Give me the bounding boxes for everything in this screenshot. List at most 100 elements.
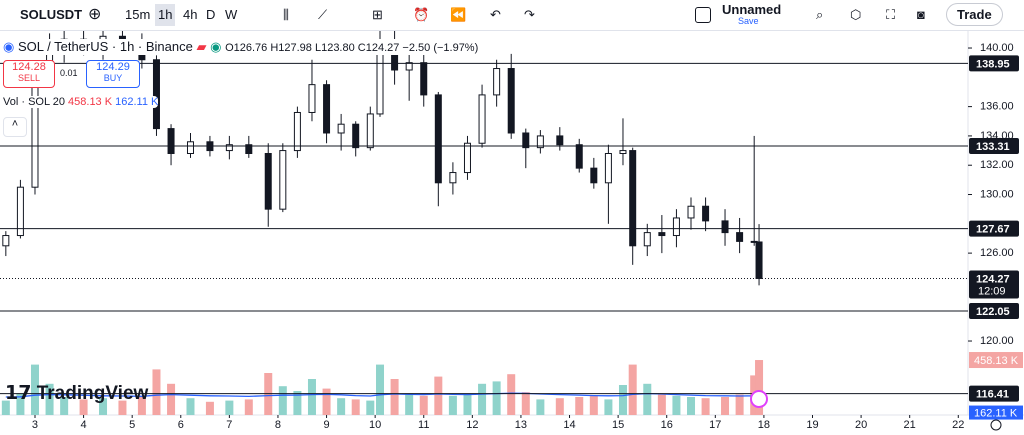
candle-body — [590, 167, 598, 184]
candle-body — [449, 172, 457, 184]
candle-body — [16, 186, 24, 237]
logo-text: TradingView — [36, 383, 149, 404]
volume-bar — [434, 376, 443, 415]
add-symbol[interactable]: ⊕ — [88, 6, 102, 23]
buy-price: 124.29 — [96, 61, 130, 73]
chart-type[interactable]: ⫼ — [283, 7, 289, 22]
volume-bar — [390, 379, 399, 415]
volume-bar — [507, 374, 516, 415]
interval[interactable]: 1h — [155, 4, 176, 26]
candle-body — [721, 220, 729, 234]
buy-button[interactable]: 124.29 BUY — [86, 60, 140, 88]
volume-bar — [536, 399, 545, 415]
candle-body — [2, 235, 10, 247]
price-label-bg — [969, 138, 1019, 155]
interval[interactable]: W — [225, 7, 238, 22]
candle-body — [308, 84, 316, 113]
settings[interactable]: ⬡ — [850, 7, 862, 22]
volume-value: 458.13 K — [68, 96, 113, 108]
volume-bar — [118, 400, 127, 415]
volume-ma: 162.11 K — [115, 96, 159, 108]
candle-body — [323, 84, 331, 134]
x-tick-label: 6 — [178, 419, 184, 431]
x-tick-label: 10 — [369, 419, 381, 431]
y-tick-label: 120.00 — [980, 335, 1014, 347]
volume-bar — [735, 394, 744, 415]
volume-bar — [293, 391, 302, 415]
volume-bar — [376, 364, 385, 415]
layout-name[interactable]: Unnamed — [722, 2, 782, 17]
symbol[interactable]: SOLUSDT — [20, 7, 83, 22]
price-label-bg — [969, 55, 1019, 72]
y-tick-label: 130.00 — [980, 188, 1014, 200]
volume-bar — [30, 364, 39, 415]
legend-title-text: SOL / TetherUS · 1h · Binance — [17, 39, 193, 54]
volume-bar — [45, 383, 54, 415]
candle-body — [352, 123, 360, 149]
candle-body — [245, 144, 253, 154]
price-label-bg — [969, 385, 1019, 402]
sell-button[interactable]: 124.28 SELL — [3, 60, 55, 88]
candle-body — [687, 205, 695, 219]
redo[interactable]: ↷ — [524, 7, 535, 22]
fullscreen[interactable]: ⛶ — [886, 7, 896, 22]
price-label: 133.31 — [976, 141, 1010, 153]
candle-body — [604, 152, 612, 184]
interval[interactable]: 4h — [183, 7, 198, 22]
snapshot[interactable]: ◙ — [917, 7, 925, 22]
volume-bar — [337, 398, 346, 415]
trade-button[interactable]: Trade — [946, 3, 1003, 26]
x-tick-label: 21 — [904, 419, 916, 431]
indicators[interactable]: ⟋ — [318, 7, 328, 22]
volume-bar — [186, 398, 195, 415]
volume-bar — [322, 388, 331, 415]
interval[interactable]: 15m — [125, 7, 151, 22]
volume-bar — [618, 385, 627, 415]
candle-body — [366, 113, 374, 149]
volume-bar — [1, 400, 10, 415]
legend-title: ◉ SOL / TetherUS · 1h · Binance ▰ ◉ O126… — [3, 39, 479, 55]
x-tick-label: 3 — [32, 419, 38, 431]
x-tick-label: 8 — [275, 419, 281, 431]
price-label: 122.05 — [976, 306, 1010, 318]
candle-body — [463, 142, 471, 174]
save[interactable]: Save — [738, 16, 759, 26]
x-tick-label: 5 — [129, 419, 135, 431]
volume-bar — [604, 399, 613, 415]
spread: 0.01 — [60, 68, 78, 78]
x-tick-label: 12 — [466, 419, 478, 431]
candle-body — [629, 150, 637, 247]
volume-bar — [225, 400, 234, 415]
search[interactable]: ⌕ — [816, 7, 824, 22]
x-tick-label: 20 — [855, 419, 867, 431]
candle-body — [279, 150, 287, 210]
volume-bar — [16, 393, 25, 415]
x-tick-label: 15 — [612, 419, 624, 431]
volume-bar — [60, 397, 69, 415]
candle-body — [434, 94, 442, 184]
templates[interactable]: ⊞ — [372, 7, 383, 22]
flag: ▰ — [196, 39, 207, 54]
undo[interactable]: ↶ — [490, 7, 501, 22]
status: ◉ — [210, 39, 222, 54]
x-tick-label: 18 — [758, 419, 770, 431]
collapse-button[interactable]: ˄ — [3, 117, 27, 137]
price-label-bg — [969, 220, 1019, 237]
alert[interactable]: ⏰ — [413, 7, 430, 22]
volume-bar — [463, 394, 472, 415]
buy-label: BUY — [103, 73, 123, 83]
volume-bar — [687, 397, 696, 415]
volume-bar — [278, 386, 287, 415]
toolbar: SOLUSDT ⊕ 15m 1h 4h D W ⫼ ⟋ ⊞ ⏰ ⏪ ↶ ↷ Un… — [0, 0, 1024, 31]
candle-body — [293, 111, 301, 152]
replay[interactable]: ⏪ — [450, 7, 467, 22]
event-icon — [750, 390, 768, 408]
candle-body — [736, 232, 744, 242]
interval[interactable]: D — [206, 7, 216, 22]
sell-label: SELL — [17, 73, 41, 83]
x-tick-label: 16 — [661, 419, 673, 431]
candle-body — [167, 128, 175, 154]
ohlc: O126.76 H127.98 L123.80 C124.27 −2.50 (−… — [225, 42, 479, 54]
layout-icon[interactable] — [695, 7, 711, 23]
